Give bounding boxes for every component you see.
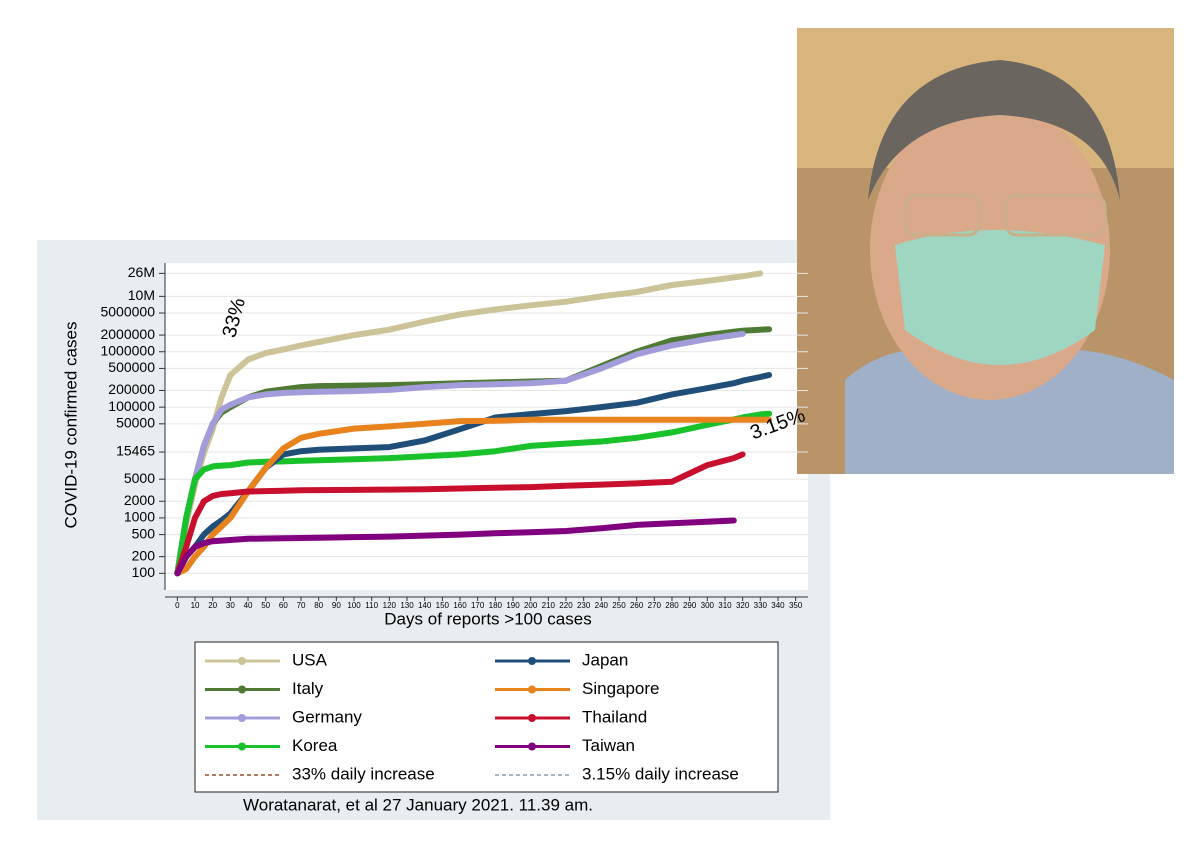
x-axis-label: Days of reports >100 cases xyxy=(384,609,591,628)
y-tick-label: 500000 xyxy=(108,359,155,375)
x-tick-label: 30 xyxy=(226,601,235,610)
photo-glasses-left xyxy=(903,193,982,237)
footnote: Woratanarat, et al 27 January 2021. 11.3… xyxy=(243,795,593,814)
photo xyxy=(797,28,1174,474)
x-tick-label: 10 xyxy=(191,601,200,610)
y-tick-label: 5000000 xyxy=(100,304,155,320)
legend-marker xyxy=(528,742,536,751)
x-tick-label: 100 xyxy=(347,601,361,610)
y-tick-label: 10M xyxy=(128,287,155,303)
x-tick-label: 320 xyxy=(736,601,750,610)
legend-label: 33% daily increase xyxy=(292,764,435,783)
legend-box xyxy=(194,641,779,793)
x-tick-label: 250 xyxy=(612,601,626,610)
x-tick-label: 50 xyxy=(261,601,270,610)
y-tick-label: 1000 xyxy=(124,509,155,525)
x-tick-label: 260 xyxy=(630,601,644,610)
legend-marker xyxy=(528,657,536,665)
x-tick-label: 20 xyxy=(208,601,217,610)
x-tick-label: 230 xyxy=(577,601,591,610)
x-tick-label: 310 xyxy=(718,601,732,610)
photo-glasses-right xyxy=(1003,193,1107,237)
legend-marker xyxy=(238,742,246,751)
x-tick-label: 80 xyxy=(314,601,323,610)
photo-mask xyxy=(895,230,1105,365)
photo-hair xyxy=(868,60,1120,200)
legend-label: Thailand xyxy=(582,707,647,726)
legend-marker xyxy=(528,685,536,694)
series-line xyxy=(174,451,746,577)
x-tick-label: 340 xyxy=(771,601,785,610)
y-tick-label: 100 xyxy=(132,564,156,580)
series-line xyxy=(174,517,737,577)
series-line xyxy=(174,416,773,577)
x-tick-label: 240 xyxy=(595,601,609,610)
legend-marker xyxy=(238,714,246,722)
x-tick-label: 200 xyxy=(524,601,538,610)
series-line xyxy=(174,410,773,577)
x-tick-label: 270 xyxy=(648,601,662,610)
legend-label: Germany xyxy=(292,707,362,726)
legend-marker xyxy=(238,657,246,665)
x-tick-label: 280 xyxy=(665,601,679,610)
y-tick-label: 5000 xyxy=(124,470,155,486)
x-tick-label: 220 xyxy=(559,601,573,610)
x-tick-label: 150 xyxy=(436,601,450,610)
x-tick-label: 300 xyxy=(701,601,715,610)
legend-label: Italy xyxy=(292,679,324,698)
legend-label: Korea xyxy=(292,736,338,755)
y-tick-label: 2000000 xyxy=(100,326,155,342)
x-tick-label: 40 xyxy=(244,601,253,610)
series-line xyxy=(174,372,773,577)
x-tick-label: 190 xyxy=(506,601,520,610)
y-tick-label: 200 xyxy=(132,547,156,563)
photo-shirt xyxy=(845,348,1174,474)
x-tick-label: 70 xyxy=(297,601,306,610)
x-tick-label: 130 xyxy=(400,601,414,610)
x-tick-label: 0 xyxy=(175,601,180,610)
legend-marker xyxy=(528,714,536,722)
x-tick-label: 170 xyxy=(471,601,485,610)
y-tick-label: 50000 xyxy=(116,415,155,431)
legend-marker xyxy=(238,685,246,694)
y-tick-label: 200000 xyxy=(108,381,155,397)
legend-label: 3.15% daily increase xyxy=(582,764,739,783)
x-tick-label: 140 xyxy=(418,601,432,610)
x-tick-label: 160 xyxy=(453,601,467,610)
legend-label: Singapore xyxy=(582,679,660,698)
legend-label: Japan xyxy=(582,650,628,669)
y-tick-label: 26M xyxy=(128,264,155,280)
series-line xyxy=(174,330,746,577)
x-tick-label: 90 xyxy=(332,601,341,610)
legend-label: USA xyxy=(292,650,328,669)
x-tick-label: 110 xyxy=(365,601,378,610)
x-tick-label: 330 xyxy=(754,601,768,610)
x-tick-label: 60 xyxy=(279,601,288,610)
y-axis-label: COVID-19 confirmed cases xyxy=(61,322,80,529)
x-tick-label: 350 xyxy=(789,601,803,610)
y-tick-label: 15465 xyxy=(116,443,155,459)
y-tick-label: 500 xyxy=(132,525,156,541)
y-tick-label: 100000 xyxy=(108,398,155,414)
legend-label: Taiwan xyxy=(582,736,635,755)
x-tick-label: 210 xyxy=(542,601,556,610)
x-tick-label: 290 xyxy=(683,601,697,610)
y-tick-label: 2000 xyxy=(124,492,155,508)
x-tick-label: 180 xyxy=(489,601,503,610)
y-tick-label: 1000000 xyxy=(100,342,155,358)
x-tick-label: 120 xyxy=(383,601,397,610)
